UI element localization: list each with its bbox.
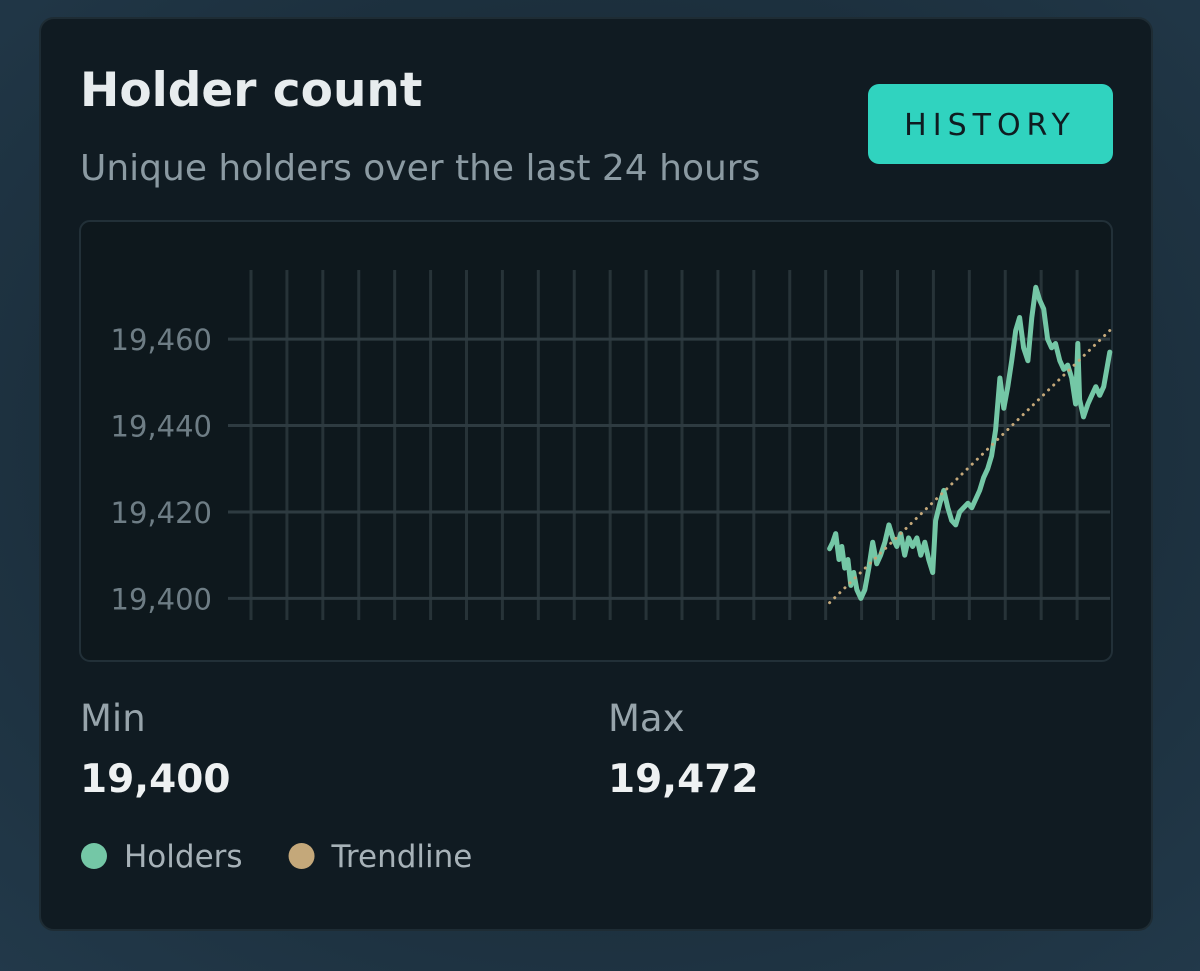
legend-marker [81, 843, 107, 869]
y-tick-label: 19,440 [111, 410, 212, 444]
legend-marker [288, 843, 315, 869]
card-subtitle: Unique holders over the last 24 hours [80, 148, 760, 189]
stat-value: 19,472 [608, 757, 759, 802]
card-title: Holder count [80, 63, 422, 118]
legend-label: Holders [124, 839, 243, 875]
stat-value: 19,400 [80, 757, 231, 802]
y-tick-label: 19,400 [111, 582, 212, 616]
trendline [828, 329, 1112, 605]
y-tick-label: 19,420 [111, 496, 212, 530]
stats: Min 19,400 Max 19,472 [80, 697, 759, 802]
plot: 19,400 19,420 19,440 19,460 [111, 270, 1113, 620]
stat-label: Max [608, 697, 685, 740]
history-button[interactable] [868, 84, 1113, 164]
history-button-label[interactable]: HISTORY [904, 108, 1076, 143]
legend: Holders Trendline [81, 839, 472, 875]
chart-panel [79, 220, 1113, 662]
stat-label: Min [80, 697, 146, 740]
legend-label: Trendline [331, 839, 473, 875]
y-tick-label: 19,460 [111, 323, 212, 357]
